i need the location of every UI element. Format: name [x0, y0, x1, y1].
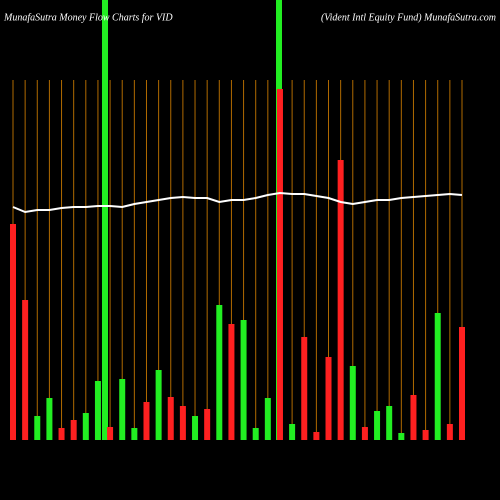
bar — [349, 366, 356, 440]
bar — [22, 300, 29, 440]
chart-title: MunafaSutra Money Flow Charts for VID — [3, 12, 173, 23]
bar — [252, 428, 259, 440]
bar — [107, 427, 114, 440]
highlight-line — [102, 0, 108, 440]
bar — [58, 428, 65, 440]
bar — [119, 379, 126, 440]
bar — [361, 427, 368, 440]
bar — [434, 313, 441, 440]
bar — [313, 432, 320, 440]
flow-line — [12, 191, 463, 214]
bar — [82, 413, 89, 440]
bar — [459, 327, 465, 440]
bar — [410, 395, 417, 440]
bar — [131, 428, 138, 440]
bar — [192, 416, 199, 440]
bar — [289, 424, 296, 440]
bar — [34, 416, 41, 440]
bar — [446, 424, 453, 440]
bar — [301, 337, 308, 440]
bar — [70, 420, 77, 440]
chart-subtitle: (Vident Intl Equity Fund) MunafaSutra.co… — [321, 12, 496, 23]
bar — [386, 406, 393, 440]
bar — [155, 370, 162, 440]
bar — [374, 411, 381, 440]
bar — [325, 357, 332, 440]
bar — [264, 398, 271, 440]
bar — [10, 224, 16, 440]
bar — [94, 381, 101, 440]
bar — [143, 402, 150, 440]
bar — [422, 430, 429, 440]
bar — [46, 398, 53, 440]
bar — [240, 320, 247, 440]
bar — [228, 324, 235, 440]
bar — [179, 406, 186, 440]
bar — [167, 397, 174, 440]
bar — [398, 433, 405, 440]
bar — [216, 305, 223, 440]
bar — [204, 409, 211, 440]
bar — [276, 89, 283, 440]
bar — [337, 160, 344, 440]
